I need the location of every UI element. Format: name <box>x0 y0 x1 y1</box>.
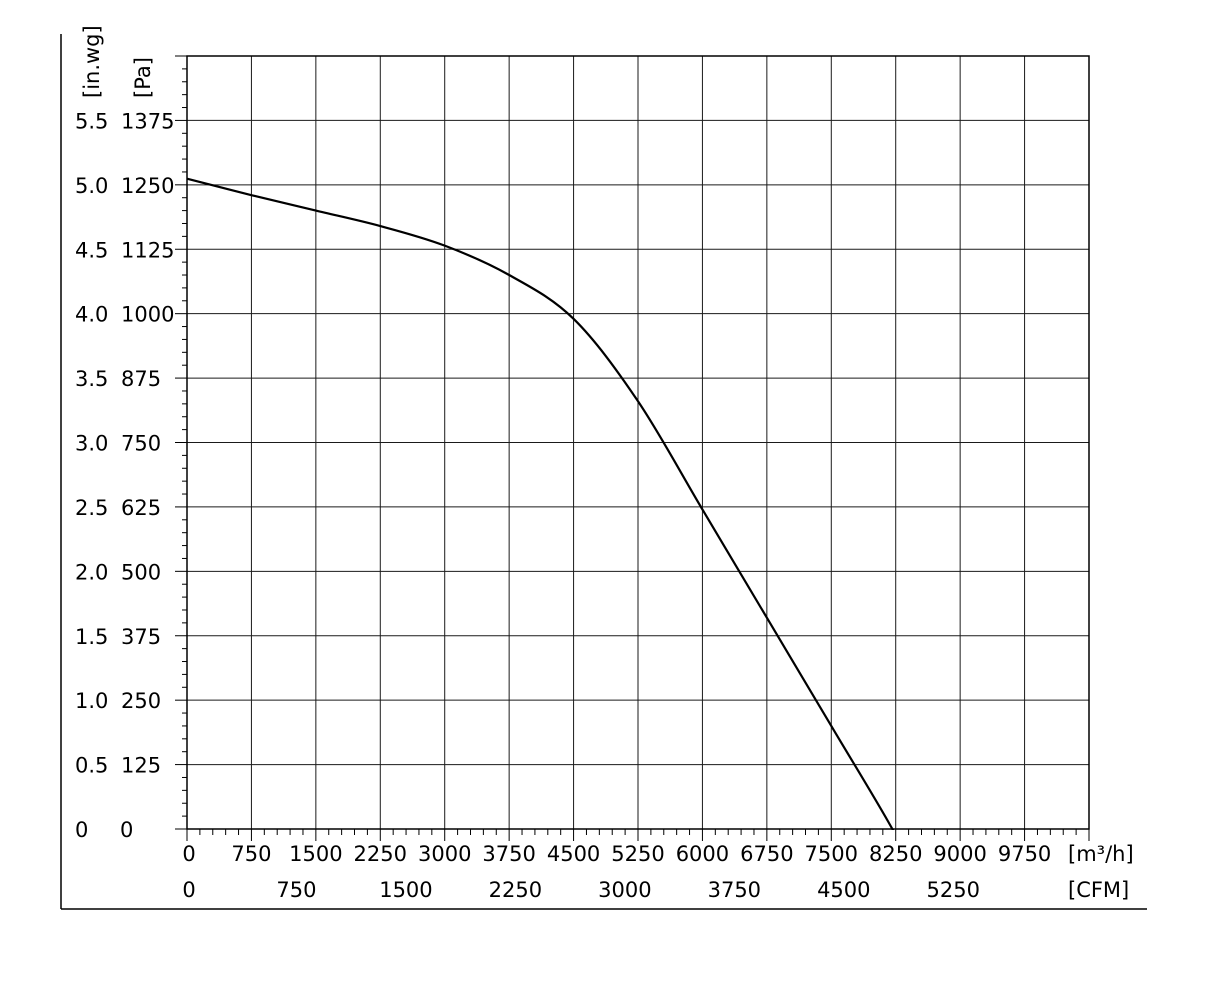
y-tick-label-pa: 1125 <box>121 238 174 262</box>
y-tick-label-pa: 0 <box>120 818 133 842</box>
x-unit-m3h-label: [m³/h] <box>1068 842 1134 866</box>
y-tick-label-inwg: 1.5 <box>75 625 108 649</box>
x-tick-label-cfm: 5250 <box>927 878 980 902</box>
y-tick-label-inwg: 1.0 <box>75 689 108 713</box>
y-tick-label-inwg: 2.0 <box>75 560 108 584</box>
y-tick-label-pa: 750 <box>121 432 161 456</box>
y-tick-label-pa: 1000 <box>121 303 174 327</box>
y-tick-label-inwg: 5.5 <box>75 109 108 133</box>
x-tick-label-m3h: 1500 <box>289 842 342 866</box>
x-tick-label-cfm: 2250 <box>489 878 542 902</box>
x-tick-label-cfm: 750 <box>276 878 316 902</box>
y-tick-label-inwg: 2.5 <box>75 496 108 520</box>
x-tick-label-m3h: 8250 <box>869 842 922 866</box>
x-tick-label-cfm: 1500 <box>379 878 432 902</box>
y-unit-inwg-label: [in.wg] <box>80 25 104 98</box>
grid-lines <box>187 56 1089 829</box>
y-tick-label-pa: 125 <box>121 754 161 778</box>
y-tick-label-inwg: 5.0 <box>75 174 108 198</box>
x-tick-label-m3h: 9750 <box>998 842 1051 866</box>
y-tick-label-pa: 250 <box>121 689 161 713</box>
y-tick-label-pa: 625 <box>121 496 161 520</box>
minor-ticks <box>175 55 1090 841</box>
x-tick-label-m3h: 750 <box>231 842 271 866</box>
tick-labels: 0 0 0.5 125 1.0 250 1.5 375 2.0 500 2.5 625 3.0 750 3.… <box>75 109 1051 902</box>
fan-curve-line <box>186 177 895 830</box>
y-tick-label-inwg: 0 <box>75 818 88 842</box>
y-unit-pa-label: [Pa] <box>131 57 155 98</box>
y-tick-label-pa: 875 <box>121 367 161 391</box>
x-tick-label-cfm: 3000 <box>598 878 651 902</box>
x-tick-label-m3h: 9000 <box>933 842 986 866</box>
x-tick-label-m3h: 5250 <box>611 842 664 866</box>
x-tick-label-m3h: 2250 <box>354 842 407 866</box>
series-layer <box>186 177 895 830</box>
y-tick-label-pa: 1250 <box>121 174 174 198</box>
x-tick-label-m3h: 6750 <box>740 842 793 866</box>
y-tick-label-inwg: 3.5 <box>75 367 108 391</box>
y-tick-label-pa: 500 <box>121 560 161 584</box>
x-tick-label-m3h: 0 <box>182 842 195 866</box>
x-tick-label-cfm: 3750 <box>708 878 761 902</box>
x-tick-label-m3h: 4500 <box>547 842 600 866</box>
y-tick-label-pa: 375 <box>121 625 161 649</box>
x-tick-label-m3h: 7500 <box>805 842 858 866</box>
y-tick-label-inwg: 3.0 <box>75 432 108 456</box>
x-tick-label-m3h: 6000 <box>676 842 729 866</box>
x-tick-label-cfm: 4500 <box>817 878 870 902</box>
x-tick-label-m3h: 3000 <box>418 842 471 866</box>
x-tick-label-m3h: 3750 <box>482 842 535 866</box>
plot-border <box>186 55 1090 830</box>
plot-frame <box>60 34 1147 910</box>
y-tick-label-inwg: 4.0 <box>75 303 108 327</box>
x-tick-label-cfm: 0 <box>182 878 195 902</box>
x-unit-cfm-label: [CFM] <box>1068 878 1129 902</box>
y-tick-label-inwg: 0.5 <box>75 754 108 778</box>
y-tick-label-pa: 1375 <box>121 109 174 133</box>
y-tick-label-inwg: 4.5 <box>75 238 108 262</box>
